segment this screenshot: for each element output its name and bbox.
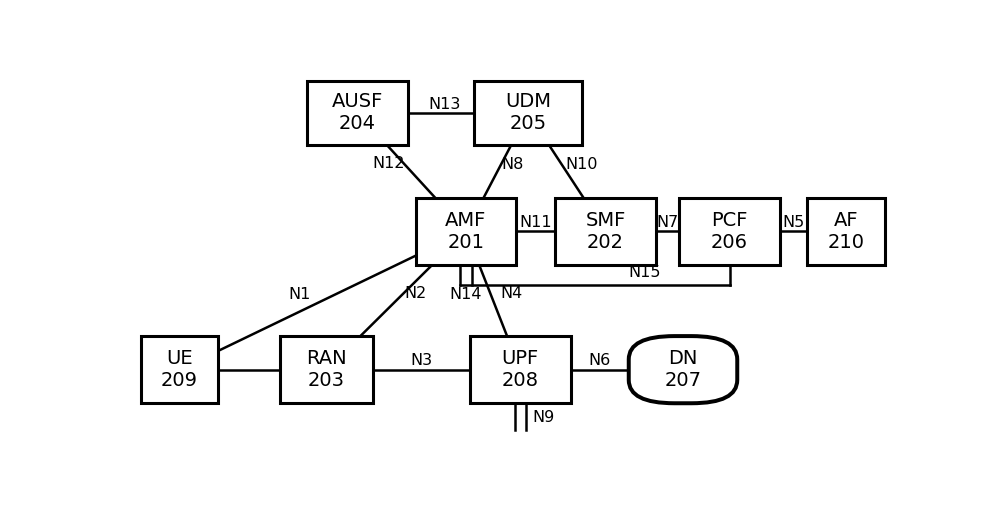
- Text: N1: N1: [288, 287, 311, 302]
- Text: N11: N11: [519, 215, 552, 230]
- FancyBboxPatch shape: [679, 198, 780, 265]
- Text: N2: N2: [404, 286, 426, 301]
- Text: UDM
205: UDM 205: [505, 92, 551, 133]
- FancyBboxPatch shape: [416, 198, 516, 265]
- FancyBboxPatch shape: [555, 198, 656, 265]
- Text: N10: N10: [565, 157, 598, 172]
- Text: N4: N4: [500, 286, 522, 301]
- Text: N15: N15: [628, 265, 660, 280]
- Text: N7: N7: [656, 215, 679, 230]
- Text: AF
210: AF 210: [827, 211, 864, 252]
- Text: RAN
203: RAN 203: [306, 349, 347, 390]
- FancyBboxPatch shape: [629, 336, 737, 403]
- Text: SMF
202: SMF 202: [585, 211, 626, 252]
- FancyBboxPatch shape: [140, 336, 218, 403]
- Text: PCF
206: PCF 206: [711, 211, 748, 252]
- Text: AUSF
204: AUSF 204: [332, 92, 383, 133]
- Text: UPF
208: UPF 208: [502, 349, 539, 390]
- Text: N13: N13: [428, 97, 461, 112]
- Text: N3: N3: [410, 353, 432, 368]
- Text: N5: N5: [782, 215, 805, 230]
- FancyBboxPatch shape: [470, 336, 571, 403]
- FancyBboxPatch shape: [307, 81, 408, 145]
- Text: DN
207: DN 207: [664, 349, 702, 390]
- FancyBboxPatch shape: [807, 198, 885, 265]
- FancyBboxPatch shape: [474, 81, 582, 145]
- Text: UE
209: UE 209: [161, 349, 198, 390]
- Text: N14: N14: [449, 287, 481, 302]
- Text: N9: N9: [532, 409, 554, 425]
- Text: AMF
201: AMF 201: [445, 211, 487, 252]
- Text: N6: N6: [589, 353, 611, 368]
- Text: N12: N12: [373, 156, 405, 171]
- Text: N8: N8: [502, 157, 524, 172]
- FancyBboxPatch shape: [280, 336, 373, 403]
